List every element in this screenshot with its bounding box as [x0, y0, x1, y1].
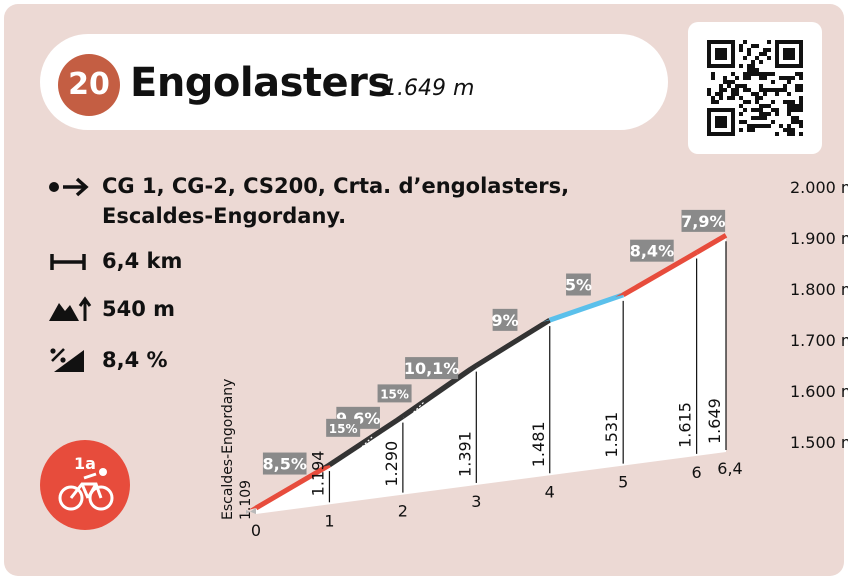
gradient-label: 7,9%	[681, 212, 725, 231]
avg-gradient-value: 8,4 %	[102, 348, 168, 372]
x-tick-label: 4	[545, 482, 555, 501]
altitude-label: 1.194	[308, 451, 327, 497]
qr-code-icon	[707, 40, 803, 136]
max-gradient-bg	[326, 418, 361, 437]
altitude-label: 1.481	[529, 421, 548, 467]
gradient-label: 8,4%	[630, 242, 674, 261]
max-gradient-bg	[377, 384, 412, 403]
road-bike-icon	[58, 468, 114, 511]
gradient-label-bg	[681, 209, 726, 232]
altitude-label: 1.649	[705, 398, 724, 444]
category-badge: 1a	[40, 440, 130, 530]
peak-altitude: 1.649 m	[383, 76, 475, 101]
profile-side-face	[246, 508, 256, 514]
profile-area	[256, 235, 726, 515]
gradient-label-bg	[405, 357, 459, 380]
gradient-icon	[50, 348, 84, 372]
y-tick-label: 1.700 m	[790, 331, 848, 350]
y-tick-label: 1.600 m	[790, 382, 848, 401]
max-gradient-label: 15%	[380, 387, 409, 401]
mountain-ascent-icon	[49, 296, 92, 321]
gradient-label-bg	[492, 308, 518, 331]
gradient-label: 5%	[565, 276, 592, 295]
x-tick-label: 1	[324, 511, 334, 530]
route-roads: CG 1, CG-2, CS200, Crta. d’engolasters,	[102, 174, 570, 198]
category-label: 1a	[74, 454, 96, 473]
page-title: Engolasters	[130, 60, 391, 106]
elevation-gain-value: 540 m	[102, 297, 176, 321]
distance-icon	[50, 254, 86, 270]
x-tick-label: 5	[618, 473, 628, 492]
slope-line-7	[695, 233, 728, 255]
x-tick-label: 2	[398, 502, 408, 521]
altitude-label: 1.391	[455, 431, 474, 477]
qr-code[interactable]	[688, 22, 822, 154]
x-tick-label: 6	[692, 463, 702, 482]
climb-number-badge: 20	[58, 54, 120, 116]
gradient-label: 10,1%	[404, 359, 460, 378]
slope-line-2	[328, 414, 405, 468]
slope-line-5	[548, 292, 625, 323]
gradient-label-bg	[262, 452, 307, 475]
route-arrow-icon	[49, 177, 89, 197]
gradient-label-bg	[566, 273, 591, 296]
altitude-label: 1.290	[382, 441, 401, 487]
distance-value: 6,4 km	[102, 249, 183, 273]
y-tick-label: 1.500 m	[790, 433, 848, 452]
x-tick-label: 3	[471, 492, 481, 511]
gradient-label: 8,5%	[263, 455, 307, 474]
slope-line-3	[401, 363, 478, 419]
start-location-label: Escaldes-Engordany	[220, 379, 236, 520]
start-altitude-label: 1.109	[238, 480, 254, 520]
y-tick-label: 1.900 m	[790, 229, 848, 248]
y-tick-label: 1.800 m	[790, 280, 848, 299]
x-tick-label: 0	[251, 521, 261, 540]
slope-line-4	[474, 318, 552, 368]
altitude-label: 1.531	[602, 412, 621, 458]
max-gradient-label: 15%	[329, 422, 358, 436]
slope-line-1	[254, 462, 331, 511]
y-tick-label: 2.000 m	[790, 178, 848, 197]
gradient-label-bg	[630, 239, 674, 262]
title-banner	[40, 34, 668, 130]
route-municipality: Escaldes-Engordany.	[102, 204, 347, 228]
gradient-label: 9%	[491, 311, 518, 330]
slope-line-6	[621, 250, 698, 298]
altitude-label: 1.615	[676, 402, 695, 448]
x-tick-label: 6,4	[717, 459, 742, 478]
